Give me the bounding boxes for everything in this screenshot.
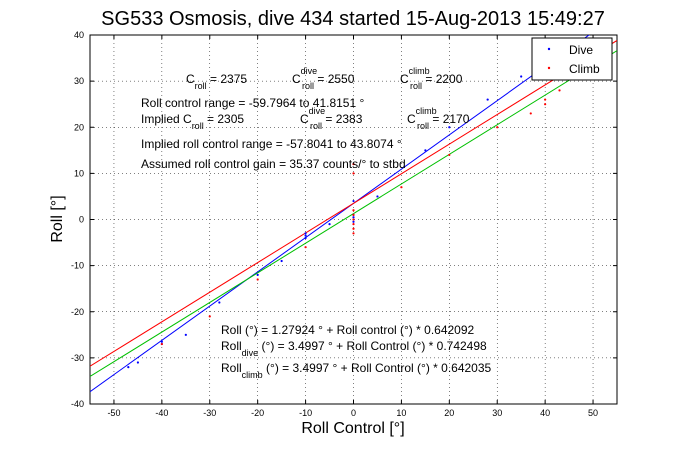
- dive-data-point: [304, 232, 307, 235]
- x-tick-labels: -50 -40 -30 -20 -10 0 10 20 30 40 50: [107, 408, 598, 418]
- x-tick-label: -10: [299, 408, 312, 418]
- y-tick-label: 10: [74, 168, 84, 178]
- climb-data-point: [208, 315, 211, 318]
- climb-data-point: [160, 342, 163, 346]
- x-tick-label: -20: [251, 408, 264, 418]
- implied-c-roll-dive-annotation: Cdive roll = 2383: [300, 106, 363, 131]
- y-tick-label: 20: [74, 122, 84, 132]
- data-points: [127, 66, 561, 369]
- climb-data-point: [544, 103, 547, 106]
- dive-data-point: [304, 234, 307, 237]
- fit-line: [90, 50, 617, 377]
- dive-data-point: [448, 126, 451, 129]
- y-tick-label: -20: [71, 307, 84, 317]
- y-axis-label: Roll [°]: [49, 195, 66, 242]
- dive-data-point: [424, 149, 427, 152]
- climb-data-point: [544, 98, 547, 101]
- dive-data-point: [280, 259, 283, 263]
- x-tick-label: 30: [492, 408, 502, 418]
- dive-data-point: [127, 366, 130, 369]
- climb-data-point: [558, 89, 561, 92]
- grid-lines: [90, 34, 617, 405]
- climb-data-point: [352, 172, 355, 175]
- implied-range-annotation: Implied roll control range = -57.8041 to…: [141, 137, 402, 151]
- dive-data-point: [376, 195, 379, 198]
- x-tick-label: 10: [396, 408, 406, 418]
- legend-dive-label: Dive: [569, 43, 593, 57]
- dive-data-point: [352, 199, 355, 203]
- x-tick-label: 40: [540, 408, 550, 418]
- x-tick-label: -50: [107, 408, 120, 418]
- climb-data-point: [352, 232, 355, 235]
- fit-equation-dive: Rolldive (°) = 3.4997 ° + Roll Control (…: [221, 339, 487, 358]
- x-tick-label: -40: [155, 408, 168, 418]
- dive-data-point: [486, 98, 489, 101]
- climb-data-point: [352, 213, 355, 216]
- dive-data-point: [184, 333, 187, 336]
- climb-data-point: [352, 218, 355, 221]
- fit-equation-all: Roll (°) = 1.27924 ° + Roll control (°) …: [221, 323, 475, 337]
- c-roll-annotation: Croll = 2375: [186, 72, 247, 91]
- y-tick-label: 30: [74, 76, 84, 86]
- x-tick-label: 50: [588, 408, 598, 418]
- climb-data-point: [352, 209, 355, 212]
- climb-data-point: [256, 278, 259, 281]
- dive-data-point: [352, 220, 355, 223]
- dive-data-point: [328, 223, 331, 226]
- x-tick-label: -30: [203, 408, 216, 418]
- fit-lines: [90, 35, 617, 393]
- y-tick-label: -40: [71, 399, 84, 409]
- legend-climb-marker: [547, 66, 551, 70]
- x-axis-label: Roll Control [°]: [301, 420, 404, 437]
- climb-data-point: [352, 227, 355, 230]
- legend-climb-label: Climb: [569, 62, 600, 76]
- x-tick-label: 0: [351, 408, 356, 418]
- fit-line: [90, 40, 617, 367]
- y-tick-label: 40: [74, 30, 84, 40]
- y-tick-label: 0: [79, 215, 84, 225]
- y-tick-label: -10: [71, 261, 84, 271]
- climb-data-point: [304, 246, 307, 249]
- dive-data-point: [256, 273, 259, 276]
- dive-data-point: [218, 301, 221, 304]
- dive-data-point: [304, 236, 307, 240]
- legend-box: [531, 37, 613, 81]
- gain-annotation: Assumed roll control gain = 35.37 counts…: [141, 157, 406, 171]
- climb-data-point: [400, 186, 403, 189]
- c-roll-climb-annotation: Cclimb roll = 2200: [400, 66, 463, 91]
- y-tick-labels: -40 -30 -20 -10 0 10 20 30 40: [71, 30, 84, 409]
- dive-data-point: [160, 340, 163, 343]
- climb-data-point: [448, 153, 451, 157]
- y-tick-label: -30: [71, 353, 84, 363]
- dive-data-point: [520, 75, 523, 78]
- dive-data-point: [136, 361, 140, 364]
- legend: Dive Climb: [531, 37, 613, 81]
- implied-c-roll-climb-annotation: Cclimb roll = 2170: [407, 106, 470, 131]
- c-roll-dive-annotation: Cdive roll = 2550: [292, 66, 355, 91]
- climb-data-point: [352, 223, 355, 226]
- climb-data-point: [352, 163, 355, 166]
- climb-data-point: [529, 112, 532, 115]
- implied-c-roll-annotation: Implied Croll = 2305: [141, 112, 244, 131]
- dive-data-point: [352, 216, 355, 219]
- climb-data-point: [496, 126, 499, 129]
- roll-control-range-annotation: Roll control range = -59.7964 to 41.8151…: [141, 96, 364, 110]
- legend-dive-marker: [547, 47, 551, 51]
- x-tick-label: 20: [444, 408, 454, 418]
- fit-equation-climb: Rollclimb (°) = 3.4997 ° + Roll Control …: [221, 361, 492, 380]
- chart-title: SG533 Osmosis, dive 434 started 15-Aug-2…: [101, 8, 605, 30]
